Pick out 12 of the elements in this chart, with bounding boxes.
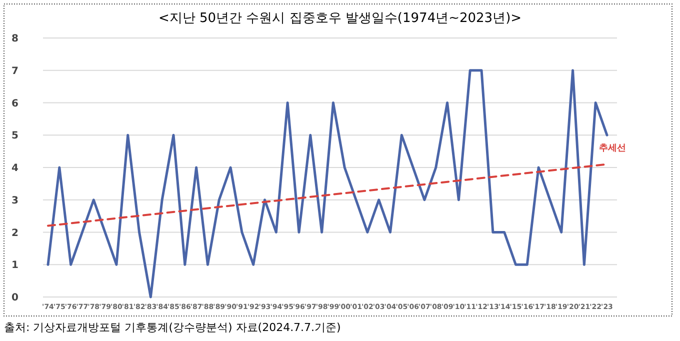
y-tick-label: 8 [12, 34, 19, 44]
y-tick-label: 2 [12, 228, 19, 239]
y-tick-label: 3 [12, 195, 19, 206]
y-tick-label: 0 [12, 292, 19, 304]
chart-title: <지난 50년간 수원시 집중호우 발생일수(1974년~2023년)> [158, 11, 522, 26]
source-note: 출처: 기상자료개방포털 기후통계(강수량분석) 자료(2024.7.7.기준) [4, 321, 341, 334]
y-tick-label: 7 [12, 66, 19, 77]
y-tick-label: 6 [12, 98, 19, 110]
y-tick-label: 1 [12, 260, 19, 272]
series-label: 추세선 [599, 143, 626, 154]
y-tick-label: 4 [12, 163, 19, 174]
y-tick-label: 5 [12, 130, 19, 142]
